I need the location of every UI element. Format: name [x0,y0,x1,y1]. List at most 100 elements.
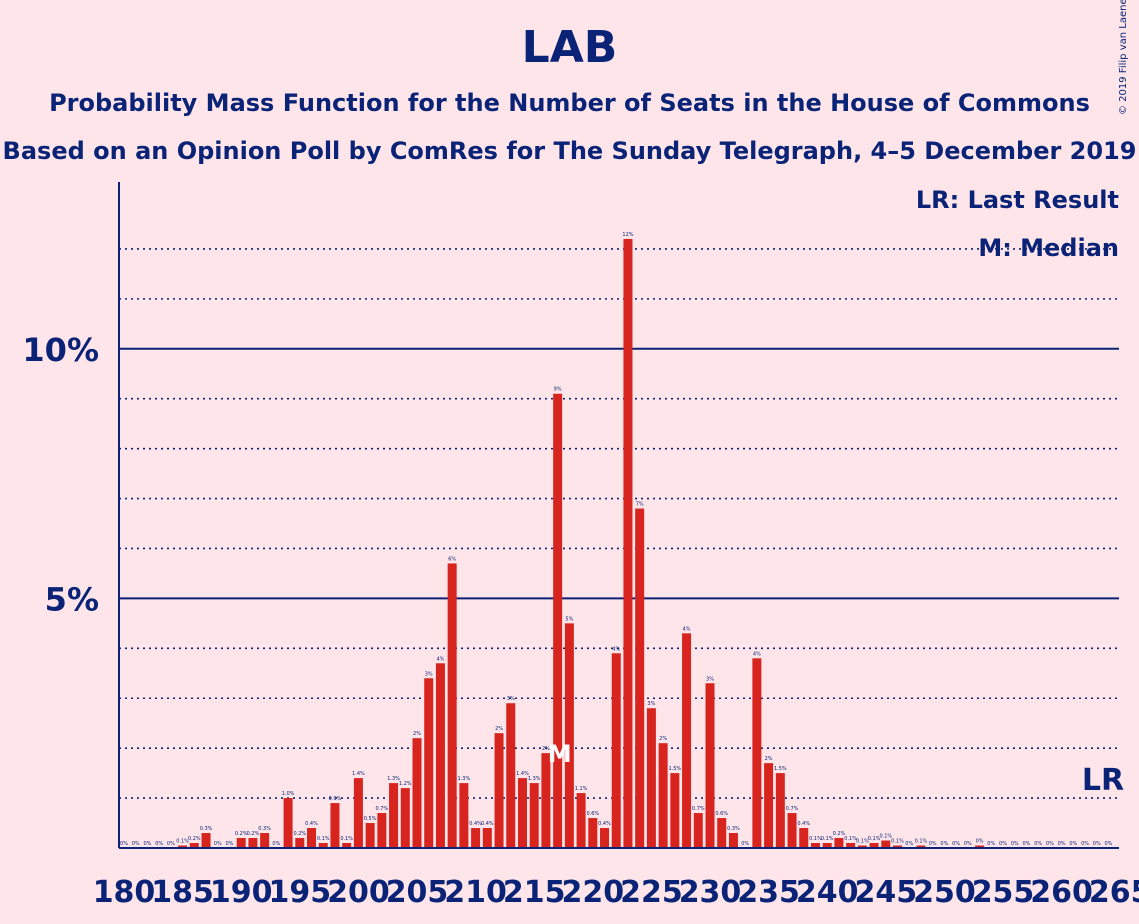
bar-212 [494,733,504,848]
bar-219 [576,793,586,848]
bar-label-248: 0.1% [915,839,928,845]
bar-228 [682,633,692,848]
bar-label-238: 0.4% [797,821,810,827]
bar-label-247: 0% [905,841,913,847]
bar-211 [482,828,492,848]
bar-label-189: 0% [226,841,234,847]
bar-label-201: 0.5% [364,816,377,822]
bar-198 [330,803,340,848]
median-marker: M [548,740,572,768]
bar-203 [389,783,399,848]
bar-label-202: 0.7% [375,806,388,812]
legend-median: M: Median [978,234,1119,262]
bar-label-250: 0% [940,841,948,847]
chart-subtitle: Probability Mass Function for the Number… [49,89,1090,117]
bar-label-210: 0.4% [469,821,482,827]
bar-243 [857,845,867,848]
bar-239 [810,843,820,848]
bar-label-234: 4% [753,651,761,657]
bar-label-229: 0.7% [692,806,705,812]
bar-label-251: 0% [952,841,960,847]
bar-label-253: 0% [976,839,984,845]
bar-222 [611,653,621,848]
bar-label-214: 1.4% [516,771,529,777]
bar-213 [506,703,516,848]
bar-label-259: 0% [1046,841,1054,847]
bar-208 [447,563,457,848]
bar-221 [600,828,610,848]
bar-label-228: 4% [683,626,691,632]
bar-245 [881,840,891,848]
bar-label-193: 0% [272,841,280,847]
bar-202 [377,813,387,848]
bar-label-197: 0.1% [317,836,330,842]
bar-label-181: 0% [132,841,140,847]
bar-186 [189,843,199,848]
bar-label-231: 0.6% [715,811,728,817]
chart-title: LAB [521,22,618,73]
bar-label-217: 9% [554,387,562,393]
bar-label-208: 6% [448,556,456,562]
bar-label-224: 7% [636,502,644,508]
bar-242 [846,843,856,848]
bar-248 [916,845,926,848]
bar-240 [822,843,832,848]
bar-label-263: 0% [1093,841,1101,847]
bar-label-184: 0% [167,841,175,847]
bar-label-256: 0% [1011,841,1019,847]
bar-label-237: 0.7% [786,806,799,812]
bar-label-195: 0.2% [293,831,306,837]
bar-label-225: 3% [647,701,655,707]
bar-201 [365,823,375,848]
x-tick-label: 245 [854,875,917,910]
bar-label-241: 0.2% [833,831,846,837]
bar-label-196: 0.4% [305,821,318,827]
bar-label-240: 0.1% [821,836,834,842]
bar-190 [236,838,246,848]
bar-label-203: 1.3% [387,776,400,782]
bar-217 [553,393,563,848]
bar-label-185: 0.1% [176,839,189,845]
bar-232 [728,833,738,848]
last-result-marker: LR [1082,763,1124,798]
bar-label-261: 0% [1069,841,1077,847]
x-tick-label: 230 [679,875,742,910]
bar-label-192: 0.3% [258,826,271,832]
bar-label-200: 1.4% [352,771,365,777]
bar-label-226: 2% [659,736,667,742]
bar-label-221: 0.4% [598,821,611,827]
bar-187 [201,833,211,848]
bar-205 [412,738,422,848]
x-tick-label: 215 [503,875,566,910]
bar-197 [318,843,328,848]
bar-191 [248,838,258,848]
bar-label-258: 0% [1034,841,1042,847]
bar-label-218: 5% [565,616,573,622]
bar-204 [400,788,410,848]
bar-label-222: 4% [612,646,620,652]
bar-label-235: 2% [765,756,773,762]
bar-214 [517,778,527,848]
x-tick-label: 185 [151,875,214,910]
bar-label-205: 2% [413,731,421,737]
x-tick-label: 250 [913,875,976,910]
x-tick-label: 240 [796,875,859,910]
bar-label-219: 1.1% [575,786,588,792]
bar-label-262: 0% [1081,841,1089,847]
bar-label-198: 0.9% [329,796,342,802]
bar-label-190: 0.2% [235,831,248,837]
bar-label-260: 0% [1058,841,1066,847]
bar-label-211: 0.4% [481,821,494,827]
x-tick-label: 260 [1030,875,1093,910]
bar-238 [799,828,809,848]
bar-234 [752,658,762,848]
bar-216 [541,753,551,848]
bar-224 [635,508,645,848]
bar-label-245: 0.1% [879,834,892,840]
bar-label-187: 0.3% [200,826,213,832]
legend-last-result: LR: Last Result [915,186,1119,214]
bar-230 [705,683,715,848]
y-tick-label: 10% [22,331,99,369]
bar-235 [764,763,774,848]
x-tick-label: 200 [327,875,390,910]
